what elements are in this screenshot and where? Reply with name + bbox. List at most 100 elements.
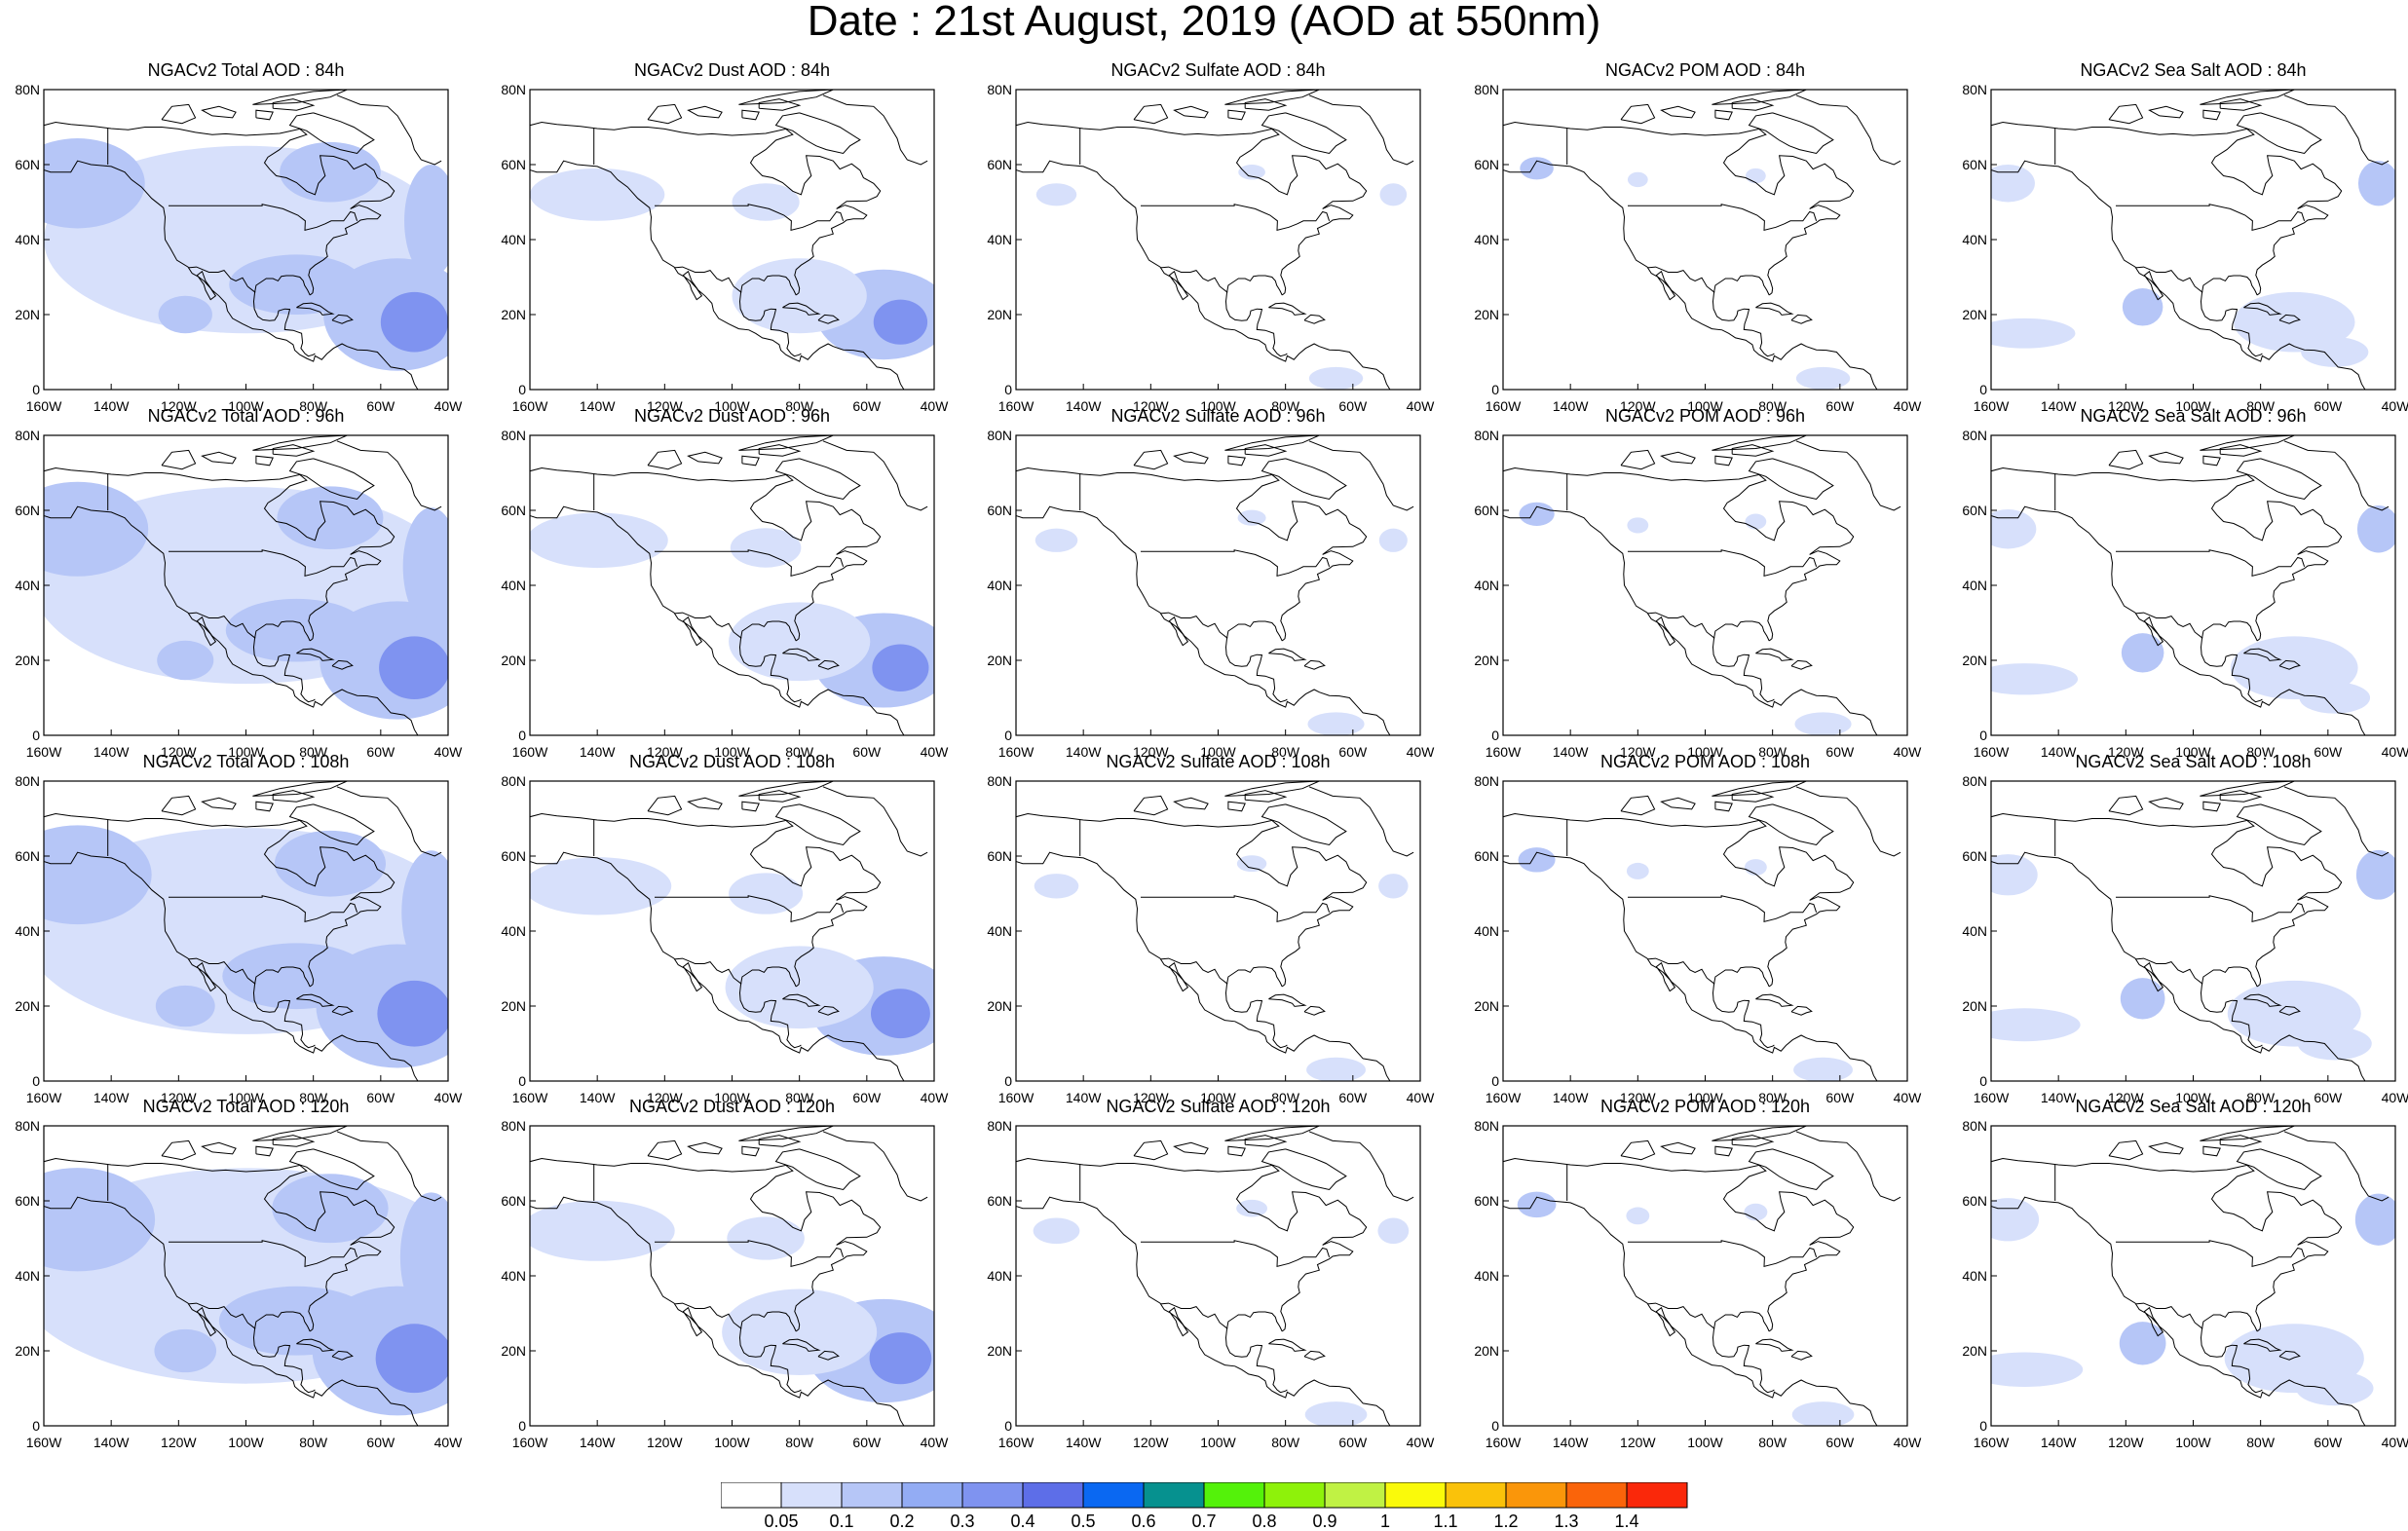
lon-tick-label: 160W	[26, 398, 62, 414]
lat-tick-label: 20N	[1962, 307, 1987, 322]
coastline-path	[774, 1148, 861, 1191]
lon-tick-label: 160W	[512, 1090, 548, 1105]
aod-region	[1991, 854, 2038, 896]
coastline-path	[44, 121, 395, 296]
lat-tick-label: 20N	[1962, 1343, 1987, 1359]
colorbar: 0.05 0.1 0.2 0.3 0.4 0.5 0.6 0.7 0.8 0.9 1 1.1 1.2 1.…	[721, 1482, 1688, 1529]
map-panel-dust-aod-row-3: NGACv2 Dust AOD : 108h 0 20N 40N 60N 80N 160W 1…	[486, 752, 978, 1120]
coastline-path	[2200, 966, 2263, 1049]
coastline-path	[1303, 1005, 1326, 1016]
lat-tick-label: 20N	[15, 1343, 40, 1359]
lon-tick-label: 40W	[921, 1435, 950, 1450]
lon-tick-label: 60W	[366, 1435, 395, 1450]
coastline-path	[687, 105, 723, 119]
coastline-path	[1016, 505, 1391, 735]
lat-tick-label: 40N	[1474, 578, 1499, 593]
aod-region	[158, 295, 212, 334]
coastline-path	[2200, 1126, 2295, 1141]
coastline-path	[1160, 1302, 1228, 1329]
lon-tick-label: 140W	[94, 744, 130, 760]
coastline-path	[161, 1139, 197, 1161]
lon-tick-label: 60W	[366, 1090, 395, 1105]
lat-tick-label: 80N	[501, 773, 526, 789]
coastline-path	[2135, 957, 2203, 985]
coastline-path	[1628, 549, 1818, 578]
coastline-path	[2135, 612, 2203, 639]
lon-tick-label: 60W	[1825, 1435, 1855, 1450]
aod-region	[1034, 874, 1079, 899]
aod-shading	[1034, 855, 1409, 1081]
lon-tick-label: 60W	[366, 744, 395, 760]
coastline-path	[169, 549, 358, 578]
coastlines	[1503, 435, 1901, 735]
lon-tick-label: 60W	[2314, 1090, 2343, 1105]
coastline-path	[1227, 109, 1246, 121]
lon-tick-label: 80W	[1758, 744, 1787, 760]
lon-tick-label: 140W	[1066, 398, 1102, 414]
coastline-path	[738, 1311, 802, 1394]
map-panel-dust-aod-row-1: NGACv2 Dust AOD : 84h 0 20N 40N 60N 80N 160W 14…	[486, 60, 978, 429]
lat-tick-label: 20N	[1474, 998, 1499, 1014]
aod-shading	[1520, 157, 1851, 390]
coastline-path	[44, 851, 419, 1081]
lat-tick-label: 20N	[501, 1343, 526, 1359]
aod-shading	[1991, 849, 2395, 1061]
coastline-path	[169, 204, 358, 232]
aod-region	[1517, 1191, 1557, 1218]
coastline-path	[1224, 1126, 1320, 1141]
panel-title: NGACv2 Sea Salt AOD : 84h	[2080, 60, 2307, 80]
aod-region	[379, 636, 448, 700]
coastline-path	[1620, 1139, 1656, 1161]
coastline-path	[1991, 121, 2343, 296]
coastline-path	[44, 160, 419, 390]
aod-region	[1627, 517, 1649, 534]
lat-tick-label: 80N	[501, 82, 526, 97]
lat-tick-label: 40N	[1962, 923, 1987, 939]
aod-shading	[44, 138, 448, 371]
lat-tick-label: 60N	[501, 1193, 526, 1209]
coastline-path	[1268, 993, 1307, 1007]
coastline-path	[1503, 812, 1855, 988]
coastline-path	[2243, 648, 2282, 661]
lon-tick-label: 160W	[1974, 1090, 2010, 1105]
plot-frame	[1015, 89, 1421, 391]
coastline-path	[1712, 90, 1807, 105]
lon-tick-label: 100W	[714, 398, 750, 414]
lon-tick-label: 80W	[785, 1090, 814, 1105]
colorbar-swatch	[1626, 1482, 1688, 1509]
colorbar-swatch	[1143, 1482, 1205, 1509]
lon-tick-label: 120W	[647, 1435, 683, 1450]
aod-region	[1035, 183, 1077, 206]
colorbar-label: 0.2	[889, 1512, 914, 1529]
colorbar-swatch	[841, 1482, 903, 1509]
coastline-path	[2200, 1311, 2263, 1394]
lon-tick-label: 120W	[1620, 398, 1656, 414]
map-panel-sea-salt-aod-row-2: NGACv2 Sea Salt AOD : 96h 0 20N 40N 60N 80N 16…	[1947, 406, 2408, 774]
aod-region	[44, 138, 145, 229]
coastline-path	[188, 1302, 256, 1329]
map-plot: 0 20N 40N 60N 80N 160W 140W 120W 100W 80W 60W 40W	[1474, 1118, 1922, 1450]
colorbar-swatch	[1505, 1482, 1567, 1509]
coastline-path	[188, 266, 256, 293]
coastline-path	[44, 1196, 419, 1426]
aod-region	[2122, 288, 2163, 326]
coastline-path	[1227, 1145, 1246, 1157]
lat-tick-label: 40N	[501, 232, 526, 247]
lon-tick-label: 60W	[1825, 744, 1855, 760]
coastline-path	[1795, 1131, 1901, 1202]
coastline-path	[1714, 455, 1733, 467]
lat-tick-label: 40N	[1474, 232, 1499, 247]
lat-tick-label: 80N	[987, 428, 1012, 443]
map-panel-sea-salt-aod-row-1: NGACv2 Sea Salt AOD : 84h 0 20N 40N 60N 80N 16…	[1947, 60, 2408, 429]
coastline-path	[530, 121, 882, 296]
lat-tick-label: 20N	[501, 653, 526, 668]
lon-tick-label: 120W	[647, 1090, 683, 1105]
map-panel-sea-salt-aod-row-3: NGACv2 Sea Salt AOD : 108h 0 20N 40N 60N 80N 1…	[1947, 752, 2408, 1120]
lat-tick-label: 0	[1979, 728, 1987, 743]
coastline-path	[822, 440, 928, 511]
coastline-path	[822, 786, 928, 857]
coastline-path	[1224, 90, 1320, 105]
aod-region	[272, 1174, 389, 1244]
lat-tick-label: 80N	[1474, 773, 1499, 789]
coastline-path	[1755, 648, 1794, 661]
